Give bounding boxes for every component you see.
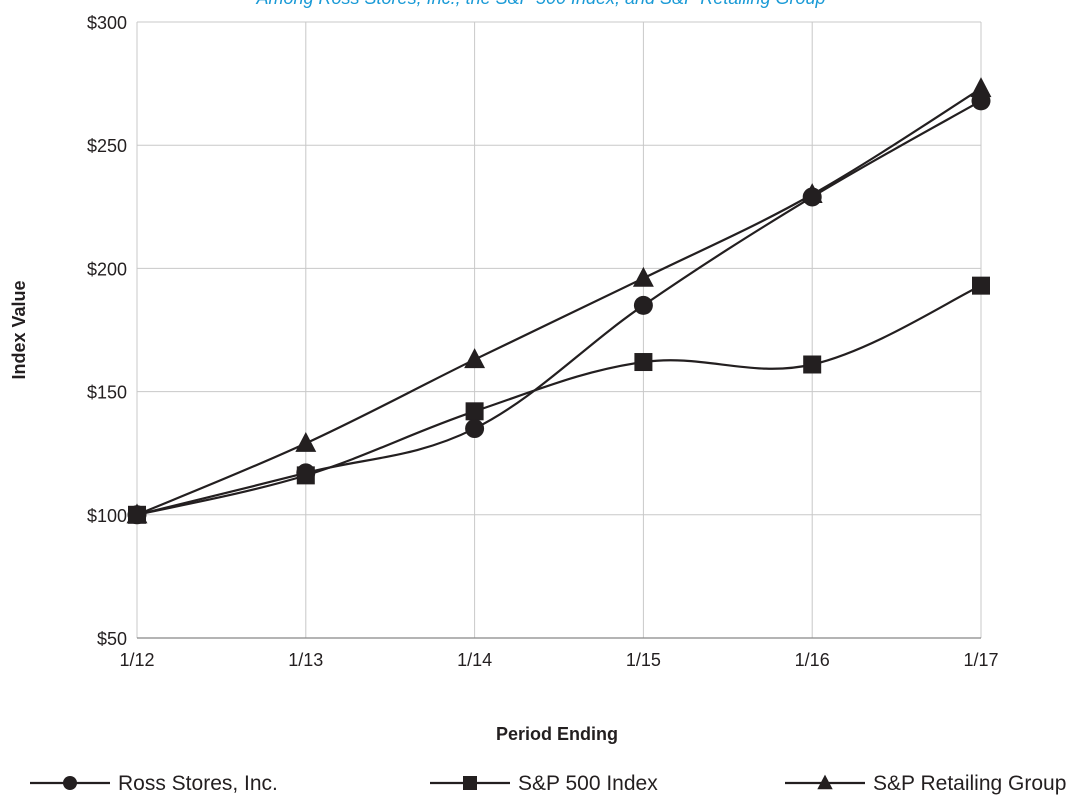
- series-group: [126, 77, 992, 525]
- data-point-circle: [802, 187, 822, 207]
- y-tick-label: $300: [87, 13, 127, 33]
- data-point-circle: [633, 295, 653, 315]
- y-tick-label: $250: [87, 136, 127, 156]
- series-triangle: [126, 77, 992, 524]
- data-point-triangle: [295, 431, 317, 452]
- data-point-circle: [971, 91, 991, 111]
- x-tick-label: 1/14: [457, 650, 492, 670]
- legend: Ross Stores, Inc. S&P 500 Index S&P Retail…: [30, 772, 1066, 795]
- legend-marker-triangle: [817, 774, 833, 790]
- x-tick-label: 1/15: [626, 650, 661, 670]
- legend-label: S&P Retailing Group: [873, 772, 1066, 795]
- data-point-square: [803, 355, 822, 374]
- data-point-circle: [465, 419, 485, 439]
- data-point-triangle: [464, 348, 486, 369]
- legend-item: S&P 500 Index: [430, 772, 658, 795]
- series-square: [128, 276, 990, 524]
- x-tick-label: 1/13: [288, 650, 323, 670]
- data-point-triangle: [970, 77, 992, 98]
- y-tick-label: $100: [87, 506, 127, 526]
- grid-lines: [136, 21, 982, 638]
- y-axis-ticks: $50 $100 $150 $200 $250 $300: [87, 13, 127, 649]
- x-axis-ticks: 1/12 1/13 1/14 1/15 1/16 1/17: [119, 650, 998, 670]
- legend-item: Ross Stores, Inc.: [30, 772, 278, 795]
- y-tick-label: $150: [87, 383, 127, 403]
- series-line: [136, 87, 982, 516]
- legend-marker-circle: [63, 776, 77, 790]
- chart-subtitle: Among Ross Stores, Inc., the S&P 500 Ind…: [256, 0, 826, 8]
- y-tick-label: $50: [97, 629, 127, 649]
- series-line: [136, 284, 982, 516]
- series-line: [136, 99, 982, 516]
- data-point-triangle: [632, 266, 654, 287]
- x-tick-label: 1/17: [963, 650, 998, 670]
- legend-label: Ross Stores, Inc.: [118, 772, 278, 795]
- data-point-circle: [127, 505, 147, 525]
- data-point-square: [634, 353, 653, 372]
- data-point-square: [972, 276, 990, 295]
- legend-label: S&P 500 Index: [518, 772, 658, 795]
- y-axis-title: Index Value: [9, 280, 29, 379]
- legend-marker-square: [463, 776, 477, 790]
- x-tick-label: 1/12: [119, 650, 154, 670]
- data-point-circle: [296, 463, 316, 483]
- x-axis-title: Period Ending: [496, 724, 618, 744]
- x-tick-label: 1/16: [795, 650, 830, 670]
- data-point-square: [465, 402, 484, 421]
- legend-item: S&P Retailing Group: [785, 772, 1066, 795]
- y-tick-label: $200: [87, 259, 127, 279]
- series-circle: [127, 91, 991, 525]
